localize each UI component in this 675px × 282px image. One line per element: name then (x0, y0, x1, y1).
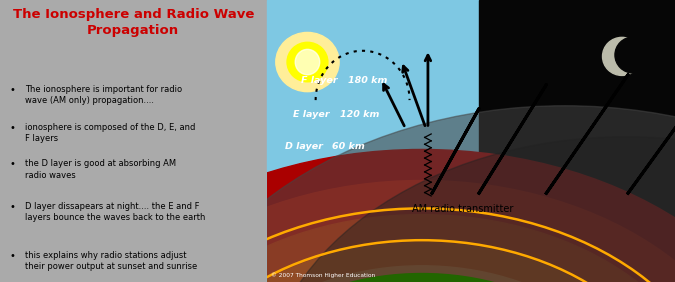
Ellipse shape (295, 49, 320, 75)
Ellipse shape (212, 277, 632, 282)
Text: ionosphere is composed of the D, E, and
F layers: ionosphere is composed of the D, E, and … (26, 123, 196, 143)
Text: © 2007 Thomson Higher Education: © 2007 Thomson Higher Education (271, 272, 375, 278)
Text: 120 km: 120 km (340, 110, 379, 119)
Ellipse shape (261, 137, 675, 282)
Ellipse shape (276, 32, 339, 92)
Text: The ionosphere is important for radio
wave (AM only) propagation....: The ionosphere is important for radio wa… (26, 85, 182, 105)
Ellipse shape (36, 149, 675, 282)
Text: this explains why radio stations adjust
their power output at sunset and sunrise: this explains why radio stations adjust … (26, 251, 198, 272)
Text: •: • (9, 251, 16, 261)
Text: 180 km: 180 km (348, 76, 387, 85)
Ellipse shape (157, 106, 675, 282)
Ellipse shape (165, 243, 675, 282)
Text: D layer dissapears at night.... the E and F
layers bounce the waves back to the : D layer dissapears at night.... the E an… (26, 202, 206, 222)
Ellipse shape (196, 266, 647, 282)
Text: The Ionosphere and Radio Wave
Propagation: The Ionosphere and Radio Wave Propagatio… (13, 8, 254, 38)
Text: •: • (9, 202, 16, 212)
Ellipse shape (126, 215, 675, 282)
Text: AM radio transmitter: AM radio transmitter (412, 204, 513, 214)
Text: E layer: E layer (293, 110, 329, 119)
Text: 60 km: 60 km (332, 142, 365, 151)
Ellipse shape (287, 42, 328, 82)
Text: D layer: D layer (285, 142, 323, 151)
Ellipse shape (603, 37, 641, 75)
Text: •: • (9, 159, 16, 169)
Bar (479, 0, 675, 282)
Text: F layer: F layer (301, 76, 338, 85)
Text: •: • (9, 123, 16, 133)
Ellipse shape (615, 37, 652, 73)
Ellipse shape (79, 180, 675, 282)
Ellipse shape (207, 274, 637, 282)
Text: •: • (9, 85, 16, 94)
Text: the D layer is good at absorbing AM
radio waves: the D layer is good at absorbing AM radi… (26, 159, 176, 180)
Bar (267, 0, 479, 282)
